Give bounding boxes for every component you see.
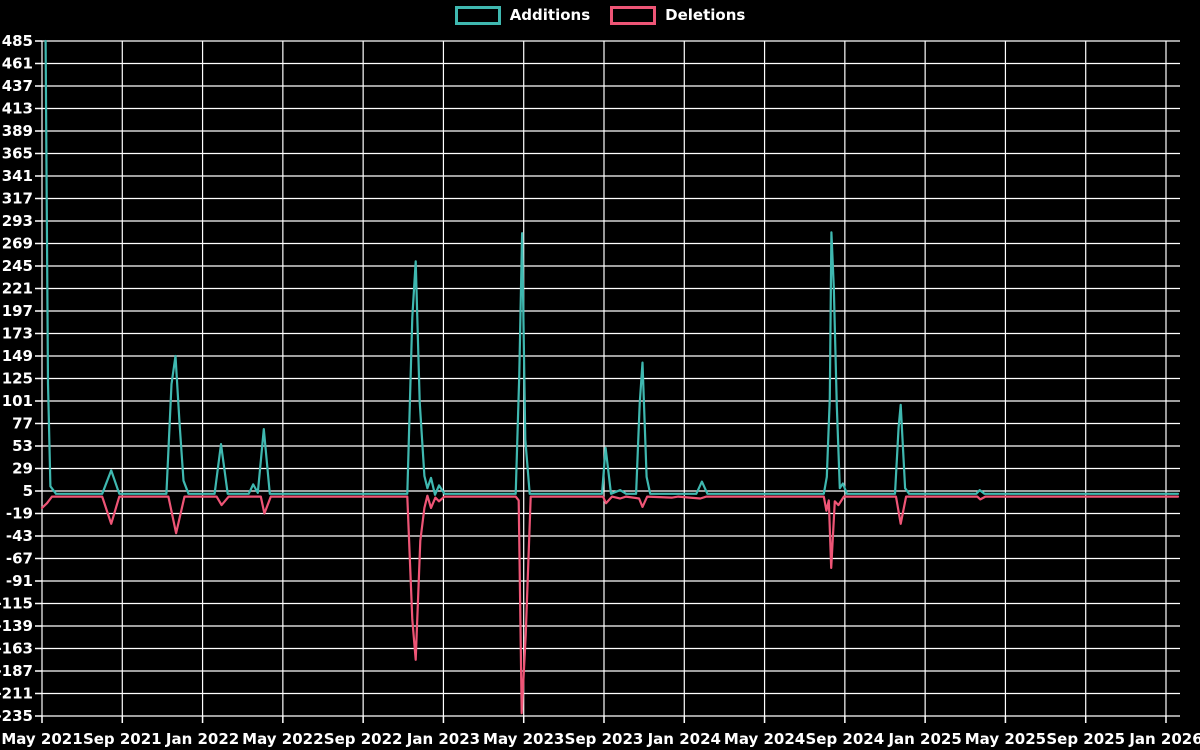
y-tick-label: -163 <box>0 640 33 658</box>
x-tick-label: May 2022 <box>242 730 323 748</box>
y-tick-label: -91 <box>6 572 33 590</box>
y-tick-label: 221 <box>2 280 33 298</box>
y-tick-label: 413 <box>2 100 33 118</box>
y-tick-label: 317 <box>2 190 33 208</box>
y-tick-label: 341 <box>2 167 33 185</box>
y-tick-label: -187 <box>0 662 33 680</box>
y-tick-label: 389 <box>2 122 33 140</box>
y-tick-label: 53 <box>12 437 33 455</box>
x-tick-label: Sep 2023 <box>565 730 644 748</box>
additions-line <box>44 39 1180 496</box>
y-tick-label: 5 <box>23 482 33 500</box>
y-tick-label: 365 <box>2 145 33 163</box>
x-tick-label: Jan 2025 <box>887 730 961 748</box>
y-tick-label: -115 <box>0 595 33 613</box>
y-tick-label: -235 <box>0 707 33 725</box>
x-tick-label: Jan 2023 <box>406 730 480 748</box>
y-tick-label: -211 <box>0 685 33 703</box>
x-tick-label: Sep 2022 <box>324 730 403 748</box>
y-tick-label: 245 <box>2 257 33 275</box>
legend-label-deletions: Deletions <box>665 6 746 24</box>
x-tick-label: May 2021 <box>1 730 82 748</box>
y-tick-label: -43 <box>6 527 33 545</box>
x-tick-label: Jan 2026 <box>1128 730 1200 748</box>
x-tick-label: Jan 2024 <box>647 730 721 748</box>
legend-item-deletions[interactable]: Deletions <box>610 6 745 25</box>
x-tick-label: Sep 2024 <box>806 730 885 748</box>
y-tick-label: 173 <box>2 325 33 343</box>
chart-legend: Additions Deletions <box>0 6 1200 25</box>
x-tick-label: Sep 2021 <box>83 730 162 748</box>
y-tick-label: 197 <box>2 302 33 320</box>
y-tick-label: -139 <box>0 617 33 635</box>
x-tick-label: May 2024 <box>724 730 805 748</box>
deletions-line <box>40 494 1180 715</box>
y-tick-label: 29 <box>12 460 33 478</box>
y-tick-label: -67 <box>6 550 33 568</box>
y-tick-label: 125 <box>2 370 33 388</box>
deletions-swatch-icon <box>610 6 657 25</box>
y-tick-label: 77 <box>12 415 33 433</box>
y-tick-label: 293 <box>2 212 33 230</box>
legend-item-additions[interactable]: Additions <box>454 6 591 25</box>
y-tick-label: 461 <box>2 55 33 73</box>
x-tick-label: May 2025 <box>965 730 1046 748</box>
y-tick-label: 269 <box>2 235 33 253</box>
x-tick-label: Sep 2025 <box>1046 730 1125 748</box>
y-tick-label: 485 <box>2 32 33 50</box>
y-tick-label: 437 <box>2 77 33 95</box>
y-tick-label: 101 <box>2 392 33 410</box>
x-tick-label: Jan 2022 <box>165 730 239 748</box>
y-tick-label: 149 <box>2 347 33 365</box>
additions-swatch-icon <box>454 6 501 25</box>
x-tick-label: May 2023 <box>483 730 564 748</box>
legend-label-additions: Additions <box>509 6 591 24</box>
y-tick-label: -19 <box>6 505 33 523</box>
